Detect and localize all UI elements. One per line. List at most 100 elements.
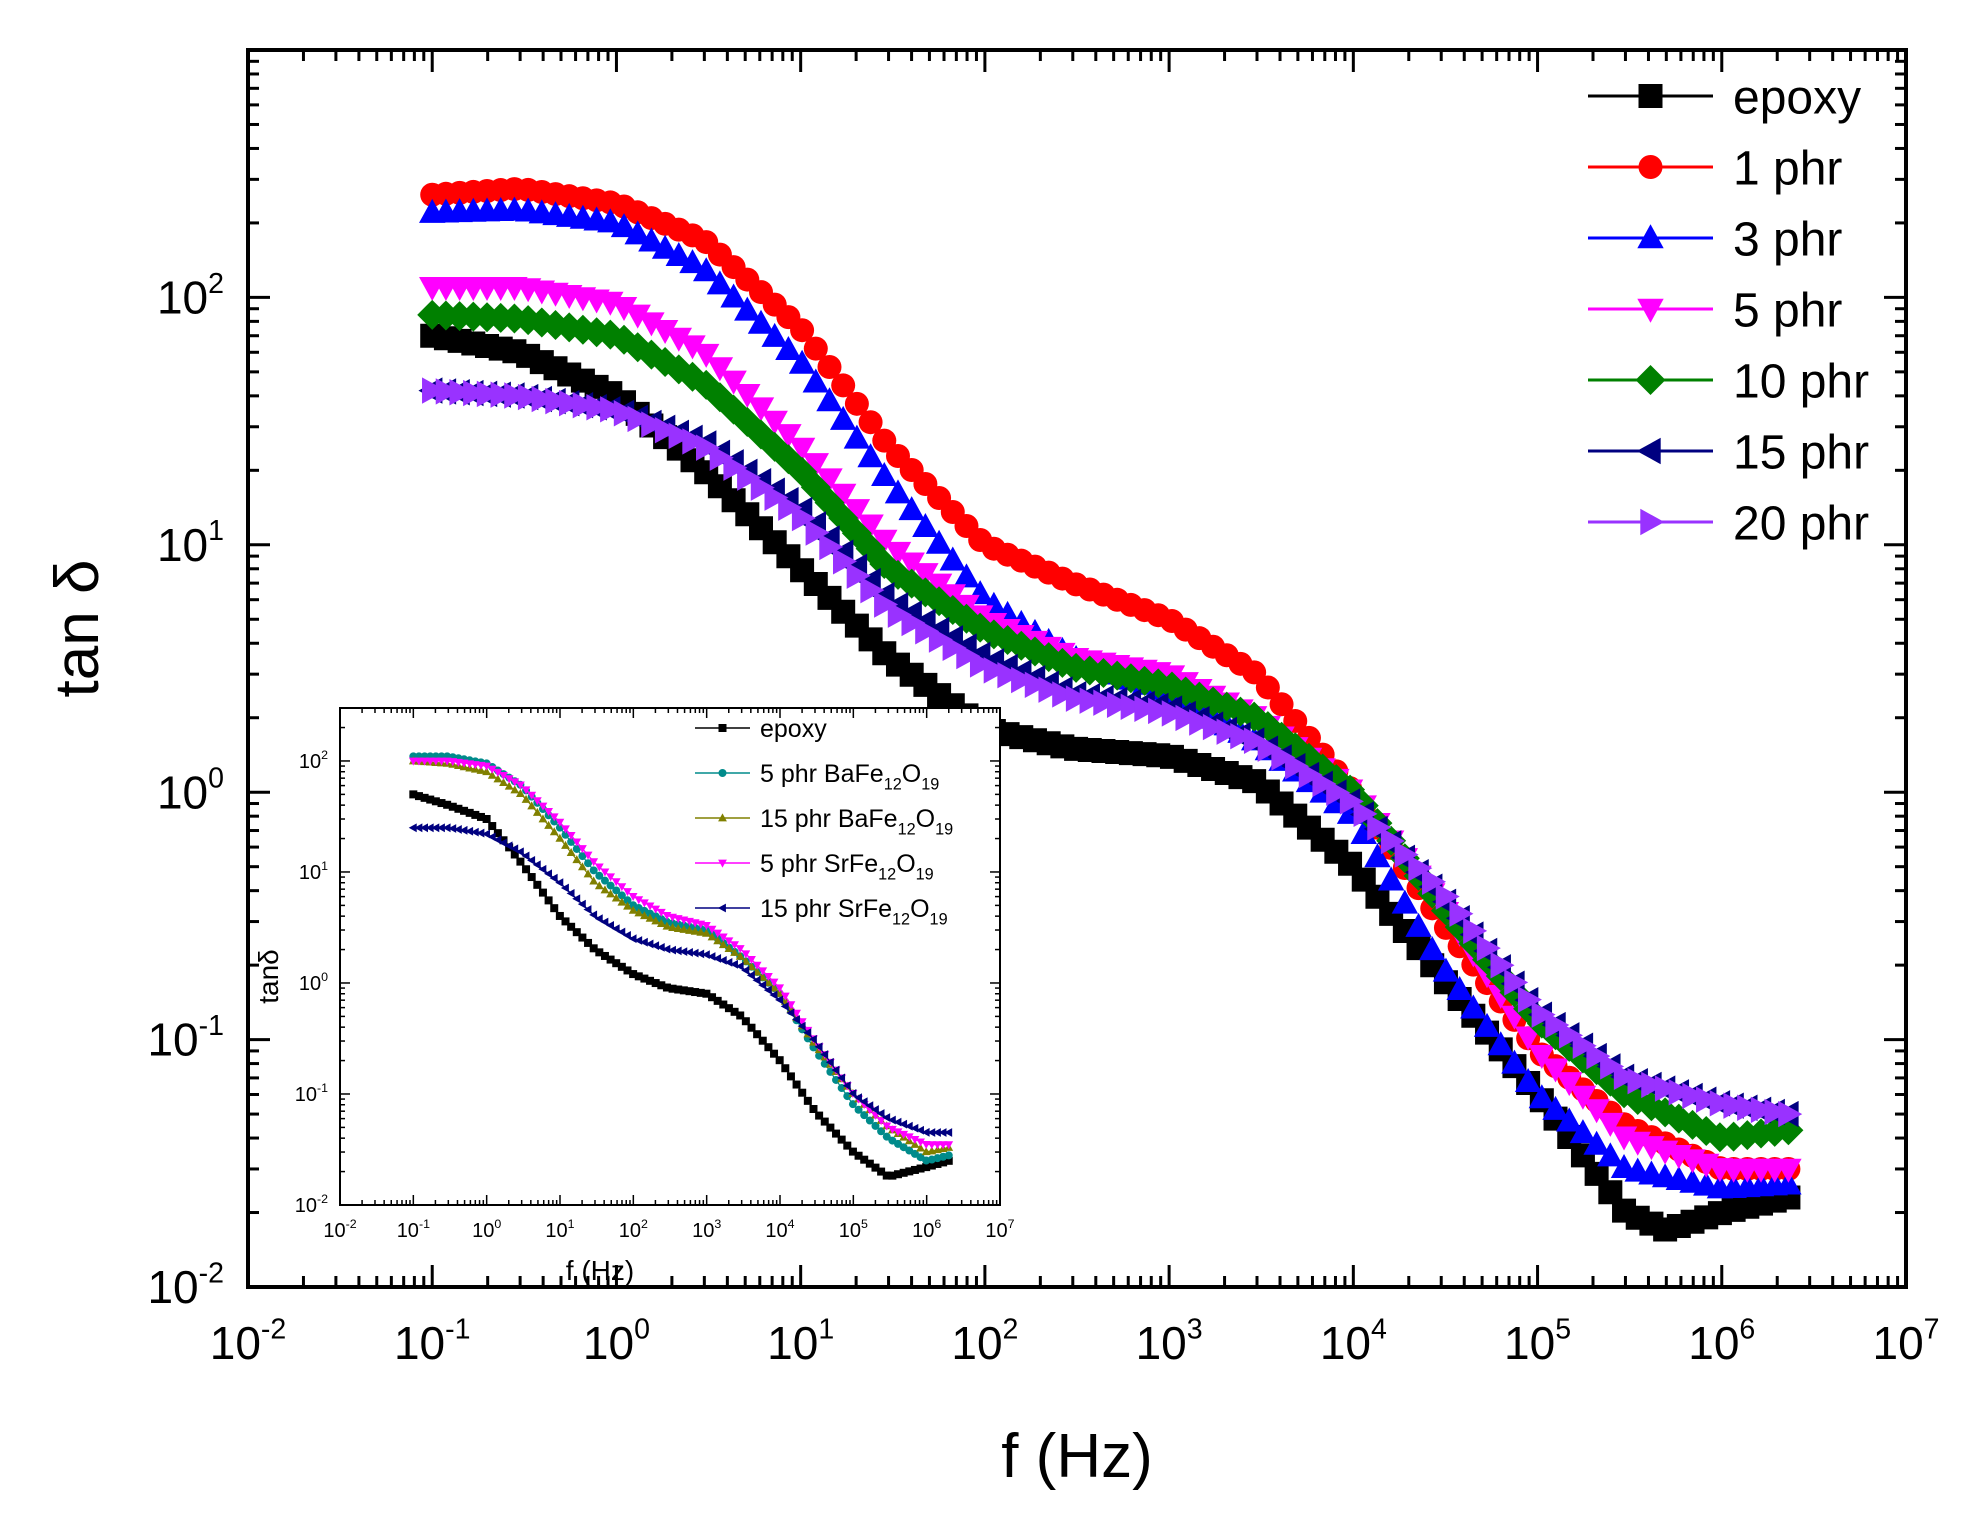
inset-plot-frame [339, 707, 1001, 1206]
main-data-point [997, 662, 1022, 689]
main-x-tick-label: 104 [1320, 1313, 1387, 1369]
main-legend-marker [1637, 224, 1664, 249]
inset-y-tick-label: 102 [299, 748, 328, 773]
main-data-point [1569, 1119, 1597, 1144]
main-data-point [1709, 1090, 1734, 1117]
main-data-point [1446, 976, 1473, 1001]
main-x-tick-label: 102 [951, 1313, 1018, 1369]
main-data-point [1460, 994, 1487, 1019]
inset-legend-item: 15 phr SrFe12O19 [695, 895, 948, 929]
main-data-point [1545, 1011, 1570, 1039]
main-data-point [1583, 1130, 1610, 1155]
main-data-point [1597, 1142, 1624, 1167]
main-data-point [463, 379, 488, 407]
main-data-point [638, 227, 665, 252]
main-data-point [1487, 1031, 1514, 1056]
main-x-tick-label: 105 [1504, 1313, 1571, 1369]
main-data-point [1514, 1026, 1542, 1051]
main-data-point [1449, 900, 1474, 927]
main-plot-frame [246, 48, 1908, 1289]
main-data-point [1775, 1158, 1802, 1183]
main-data-point [435, 378, 460, 405]
main-data-point [1134, 695, 1159, 723]
main-data-point [788, 437, 816, 462]
main-data-point [1473, 1012, 1501, 1037]
main-data-point [1038, 676, 1063, 703]
inset-data-point [685, 925, 694, 934]
main-legend-marker [1636, 437, 1661, 465]
main-data-point [665, 327, 693, 352]
main-data-point [1600, 1053, 1625, 1080]
main-data-point [1435, 883, 1460, 910]
main-data-point [1161, 700, 1186, 727]
main-data-point [1189, 709, 1214, 736]
inset-data-point [927, 1141, 937, 1150]
main-data-point [1377, 866, 1405, 891]
inset-series-0 [409, 790, 953, 1180]
main-data-point [476, 380, 501, 408]
main-data-point [872, 428, 897, 453]
main-data-point [1065, 685, 1090, 712]
main-data-point [805, 519, 830, 546]
main-x-tick-label: 100 [583, 1313, 650, 1369]
main-data-point [610, 296, 638, 321]
main-data-point [832, 548, 857, 575]
main-data-point [775, 424, 802, 449]
main-x-tick-label: 10-1 [394, 1313, 471, 1369]
main-data-point [871, 462, 898, 487]
main-legend-label: 20 phr [1733, 497, 1869, 550]
main-data-point [572, 392, 597, 419]
main-data-point [559, 389, 584, 417]
main-data-point [750, 474, 775, 501]
main-data-point [747, 309, 775, 334]
inset-series-line [413, 827, 949, 1134]
main-data-point [1432, 957, 1460, 982]
main-data-point [1476, 934, 1501, 962]
main-data-point [802, 453, 829, 478]
main-data-point [898, 552, 925, 577]
inset-y-tick-label: 10-1 [295, 1081, 328, 1106]
inset-legend-item: 5 phr BaFe12O19 [695, 760, 939, 794]
main-data-point [1422, 868, 1447, 895]
main-data-point [1542, 1095, 1569, 1120]
main-data-point [844, 391, 869, 416]
main-data-point [1559, 1022, 1584, 1049]
main-data-point [651, 320, 679, 345]
main-data-point [942, 634, 967, 662]
inset-y-axis-title: tanδ [253, 949, 284, 1004]
main-data-point [737, 464, 762, 491]
main-legend-item: 10 phr [1588, 355, 1869, 408]
main-y-tick-label: 100 [157, 763, 224, 819]
inset-background [339, 707, 1001, 1206]
main-data-point [846, 562, 871, 589]
main-data-point [912, 512, 939, 537]
main-data-point [1202, 713, 1227, 741]
main-data-point [816, 468, 843, 493]
main-data-point [915, 618, 940, 645]
main-data-point [761, 410, 788, 435]
main-data-point [1408, 854, 1433, 882]
main-data-point [734, 384, 761, 409]
inset-data-point [944, 1151, 953, 1160]
main-data-point [1175, 704, 1200, 732]
main-data-point [1531, 1001, 1556, 1028]
main-data-point [1216, 718, 1241, 745]
inset-legend-label: 5 phr BaFe12O19 [760, 760, 939, 794]
main-data-point [1364, 843, 1391, 868]
main-data-point [638, 312, 665, 337]
main-data-point [696, 434, 721, 461]
main-data-point [803, 336, 828, 361]
main-data-point [874, 591, 899, 618]
main-legend-label: epoxy [1733, 71, 1861, 124]
main-data-point [1723, 1092, 1748, 1119]
main-data-point [1011, 666, 1036, 694]
main-panel: 10-2 10-1 100 101 102 103 104 105 106 107 10-2 10-1… [43, 48, 1940, 1491]
main-data-point [791, 504, 816, 532]
main-data-point [1405, 912, 1432, 937]
inset-x-tick-label: 10-1 [397, 1217, 430, 1242]
main-legend-label: 5 phr [1733, 284, 1842, 337]
main-legend-marker [1638, 84, 1663, 108]
main-data-point [624, 220, 651, 245]
main-data-point [1764, 1098, 1789, 1126]
main-data-point [1556, 1072, 1583, 1097]
